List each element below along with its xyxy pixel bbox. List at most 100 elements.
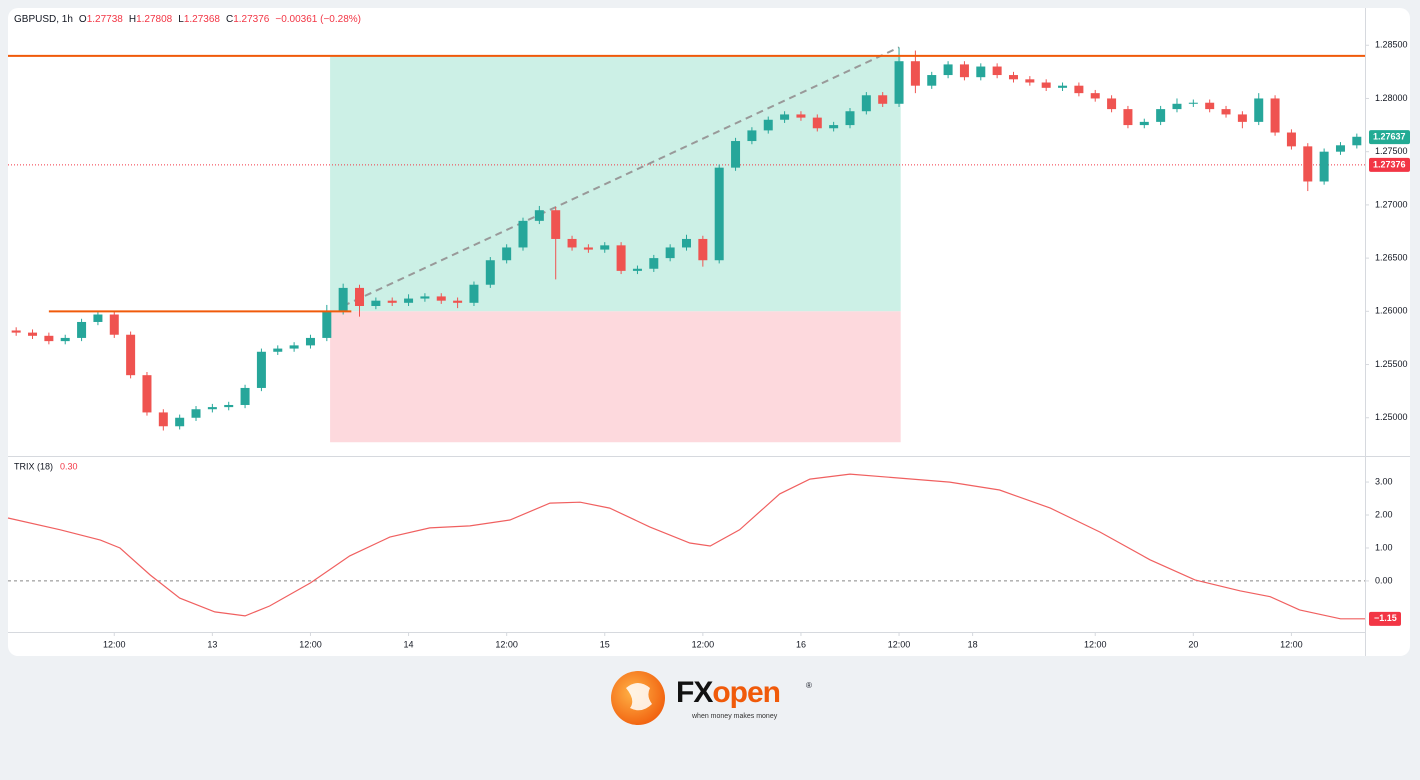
candle-body <box>714 167 724 261</box>
candle-body <box>28 332 38 336</box>
time-tick-label: 20 <box>1188 639 1198 649</box>
brand-prefix: FX <box>676 676 713 709</box>
ohlc-value: 1.27376 <box>233 14 270 25</box>
candle-body <box>731 141 741 168</box>
candle-body <box>698 238 708 261</box>
time-tick-label: 13 <box>207 639 217 649</box>
candle-body <box>1335 145 1345 152</box>
logo-tiger <box>626 683 652 711</box>
price-pane <box>8 46 1365 443</box>
candle-body <box>992 66 1002 76</box>
time-tick-label: 12:00 <box>888 639 911 649</box>
candle-body <box>649 258 659 269</box>
candle-body <box>1139 121 1149 126</box>
candle-body <box>1205 102 1215 110</box>
tagline: when money makes money <box>691 713 778 720</box>
candle-body <box>256 351 266 388</box>
candle-body <box>207 407 217 410</box>
candle-body <box>1303 146 1313 182</box>
candle-body <box>322 311 332 338</box>
candle-body <box>1008 75 1018 80</box>
candle-body <box>126 334 136 376</box>
price-tick-label: 1.27000 <box>1375 199 1408 209</box>
candle-body <box>273 348 283 352</box>
candle-body <box>1270 98 1280 133</box>
symbol-header: GBPUSD, 1h O1.27738 H1.27808 L1.27368 C1.273… <box>14 14 361 25</box>
ohlc-key: O <box>79 14 87 25</box>
indicator-value: 0.30 <box>60 461 78 471</box>
candle-body <box>600 245 610 250</box>
candle-body <box>11 330 21 333</box>
candle-body <box>60 337 70 342</box>
candle-body <box>191 409 201 418</box>
candle-body <box>1352 136 1362 146</box>
candle-body <box>355 287 365 306</box>
time-tick-label: 15 <box>600 639 610 649</box>
registered-mark: ® <box>806 681 812 690</box>
candle-body <box>551 210 561 239</box>
candle-body <box>682 238 691 248</box>
candle-body <box>747 130 757 142</box>
candle-body <box>77 321 87 338</box>
candle-body <box>567 238 577 248</box>
price-badge <box>1369 130 1410 145</box>
candle-body <box>1025 79 1035 83</box>
candle-body <box>943 64 953 76</box>
candle-body <box>1041 82 1051 88</box>
change: −0.00361 (−0.28%) <box>275 14 361 25</box>
ohlc-key: H <box>129 14 136 25</box>
candle-body <box>1074 85 1084 94</box>
candle-body <box>305 337 315 346</box>
candle-body <box>158 412 168 427</box>
ohlc-key: C <box>226 14 233 25</box>
time-tick-label: 12:00 <box>692 639 715 649</box>
price-badge-label: 1.27376 <box>1373 159 1406 169</box>
brand: FXopen <box>676 676 780 709</box>
candle-body <box>1107 98 1117 110</box>
candle-body <box>845 111 855 126</box>
candle-body <box>502 247 512 261</box>
ohlc-key: L <box>178 14 184 25</box>
candle-body <box>910 61 920 86</box>
candle-body <box>420 296 430 299</box>
candle-body <box>289 345 299 349</box>
time-tick-label: 16 <box>796 639 806 649</box>
indicator-tick-label: 1.00 <box>1375 542 1393 552</box>
indicator-tick-label: 2.00 <box>1375 509 1393 519</box>
target-zone <box>330 311 901 443</box>
candle-body <box>1172 103 1182 110</box>
candle-body <box>240 387 250 405</box>
time-tick-label: 12:00 <box>299 639 322 649</box>
candle-body <box>1123 109 1133 126</box>
candle-body <box>829 125 839 129</box>
candle-body <box>763 119 773 131</box>
candle-body <box>616 245 626 271</box>
axes: 1.28500 1.28000 1.27500 1.27000 1.26500 1.260… <box>103 40 1410 649</box>
target-zone <box>330 55 901 312</box>
candle-body <box>1090 93 1100 99</box>
candle-body <box>796 114 806 118</box>
candle-body <box>142 375 152 413</box>
candle-body <box>518 220 528 248</box>
symbol: GBPUSD, 1h <box>14 14 73 25</box>
brand-suffix: open <box>712 676 780 709</box>
candle-body <box>976 66 986 78</box>
trend-line <box>342 46 900 307</box>
candle-body <box>453 300 463 303</box>
time-tick-label: 12:00 <box>1084 639 1107 649</box>
ohlc-value: 1.27808 <box>136 14 173 25</box>
time-tick-label: 18 <box>968 639 978 649</box>
price-badge <box>1369 157 1410 172</box>
candle-body <box>44 335 54 342</box>
time-tick-label: 12:00 <box>103 639 126 649</box>
ohlc-value: 1.27368 <box>184 14 221 25</box>
candle-body <box>338 287 348 312</box>
candle-body <box>665 247 675 259</box>
candle-body <box>93 314 103 322</box>
indicator-badge <box>1369 611 1401 626</box>
candle-body <box>175 417 185 427</box>
candle-body <box>583 247 593 250</box>
candle-body <box>1156 109 1166 122</box>
candle-body <box>485 260 495 285</box>
